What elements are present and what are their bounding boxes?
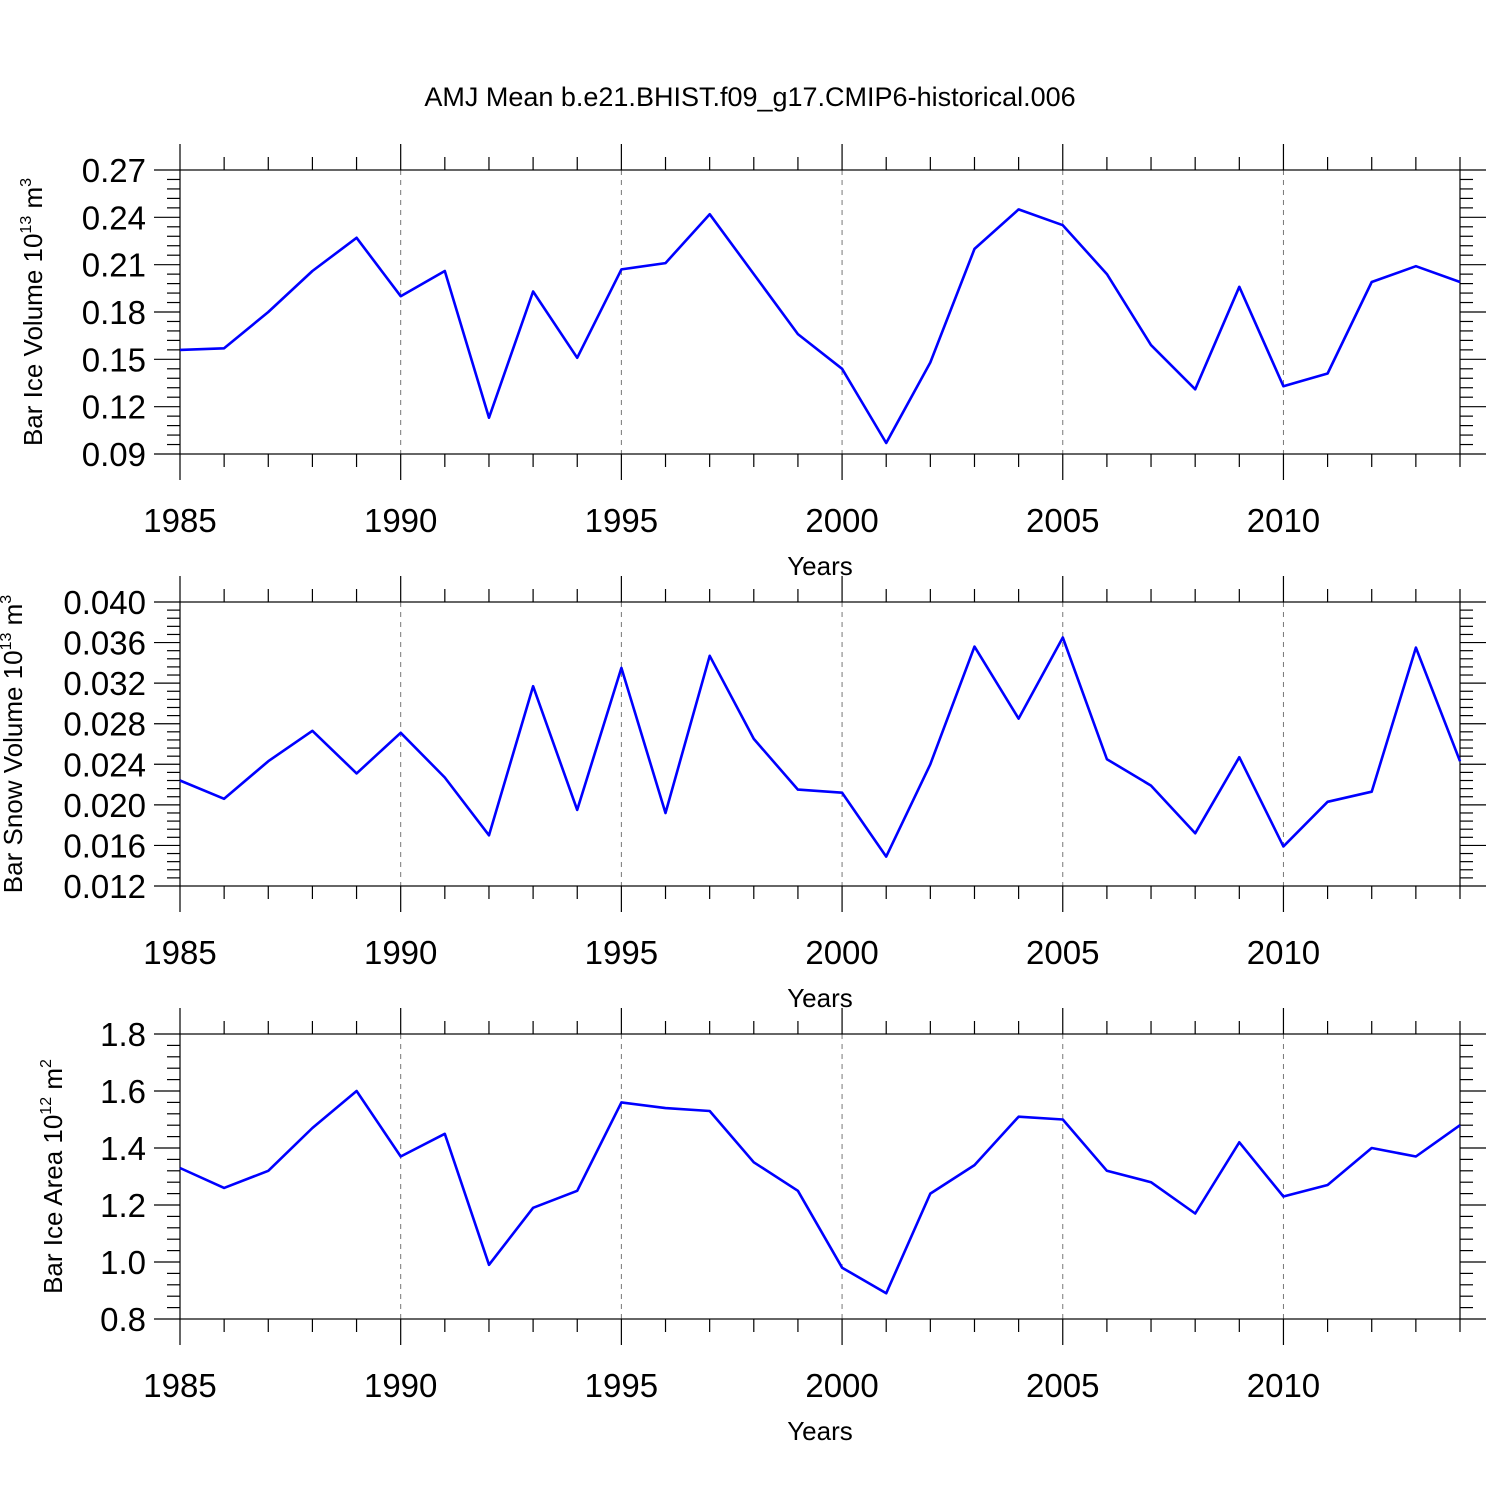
x-tick-label: 2000 [805, 934, 878, 971]
x-axis-label: Years [787, 1416, 853, 1446]
x-tick-label: 2000 [805, 1367, 878, 1404]
y-axis-label: Bar Ice Volume 1013 m3 [18, 178, 48, 446]
y-tick-label: 0.040 [63, 584, 146, 621]
y-axis-label: Bar Ice Area 1012 m2 [38, 1059, 68, 1294]
x-tick-label: 2005 [1026, 1367, 1099, 1404]
x-tick-label: 2010 [1247, 502, 1320, 539]
x-tick-label: 2000 [805, 502, 878, 539]
y-tick-label: 1.4 [100, 1130, 146, 1167]
series-line-1 [179, 208, 1461, 445]
y-tick-label: 1.2 [100, 1187, 146, 1224]
y-tick-label: 0.024 [63, 746, 146, 783]
y-tick-label: 0.032 [63, 665, 146, 702]
y-tick-label: 0.18 [82, 294, 146, 331]
x-tick-label: 2005 [1026, 502, 1099, 539]
panel-2: 1985 1990 1995 2000 2005 2010Years0.0120.0160… [0, 576, 1486, 1013]
series-line-1 [179, 1089, 1461, 1295]
y-tick-label: 0.24 [82, 199, 146, 236]
x-tick-label: 1995 [585, 934, 658, 971]
plot-frame [179, 1033, 1461, 1320]
y-tick-label: 0.012 [63, 868, 146, 905]
y-tick-label: 0.8 [100, 1301, 146, 1338]
y-tick-label: 0.020 [63, 787, 146, 824]
y-tick-label: 0.036 [63, 625, 146, 662]
y-tick-label: 1.6 [100, 1073, 146, 1110]
x-tick-label: 1990 [364, 502, 437, 539]
x-axis-label: Years [787, 983, 853, 1013]
x-axis-label: Years [787, 551, 853, 581]
y-tick-label: 1.0 [100, 1244, 146, 1281]
x-tick-label: 1985 [143, 502, 216, 539]
y-tick-label: 0.016 [63, 827, 146, 864]
y-tick-label: 1.8 [100, 1016, 146, 1053]
y-tick-label: 0.09 [82, 436, 146, 473]
y-axis-label: Bar Snow Volume 1013 m3 [0, 595, 28, 894]
panel-1: 1985 1990 1995 2000 2005 2010 Years 0.09 0.12 0.1… [18, 144, 1486, 581]
x-tick-label: 2010 [1247, 1367, 1320, 1404]
x-tick-label: 1990 [364, 1367, 437, 1404]
y-tick-label: 0.21 [82, 247, 146, 284]
x-tick-label: 2005 [1026, 934, 1099, 971]
y-tick-label: 0.27 [82, 152, 146, 189]
plot-frame [179, 601, 1461, 887]
plot-frame [179, 169, 1461, 455]
y-tick-label: 0.12 [82, 389, 146, 426]
y-tick-label: 0.15 [82, 341, 146, 378]
series-line-1 [179, 636, 1462, 858]
x-tick-label: 1995 [585, 502, 658, 539]
x-tick-label: 1985 [143, 934, 216, 971]
x-tick-label: 2010 [1247, 934, 1320, 971]
x-tick-label: 1995 [585, 1367, 658, 1404]
panel-3: 1985 1990 1995 2000 2005 2010 Years 0.8 1.0 1.2 1.… [38, 1008, 1486, 1446]
x-tick-label: 1990 [364, 934, 437, 971]
y-tick-label: 0.028 [63, 706, 146, 743]
x-tick-label: 1985 [143, 1367, 216, 1404]
figure-title: AMJ Mean b.e21.BHIST.f09_g17.CMIP6-histo… [424, 82, 1075, 112]
